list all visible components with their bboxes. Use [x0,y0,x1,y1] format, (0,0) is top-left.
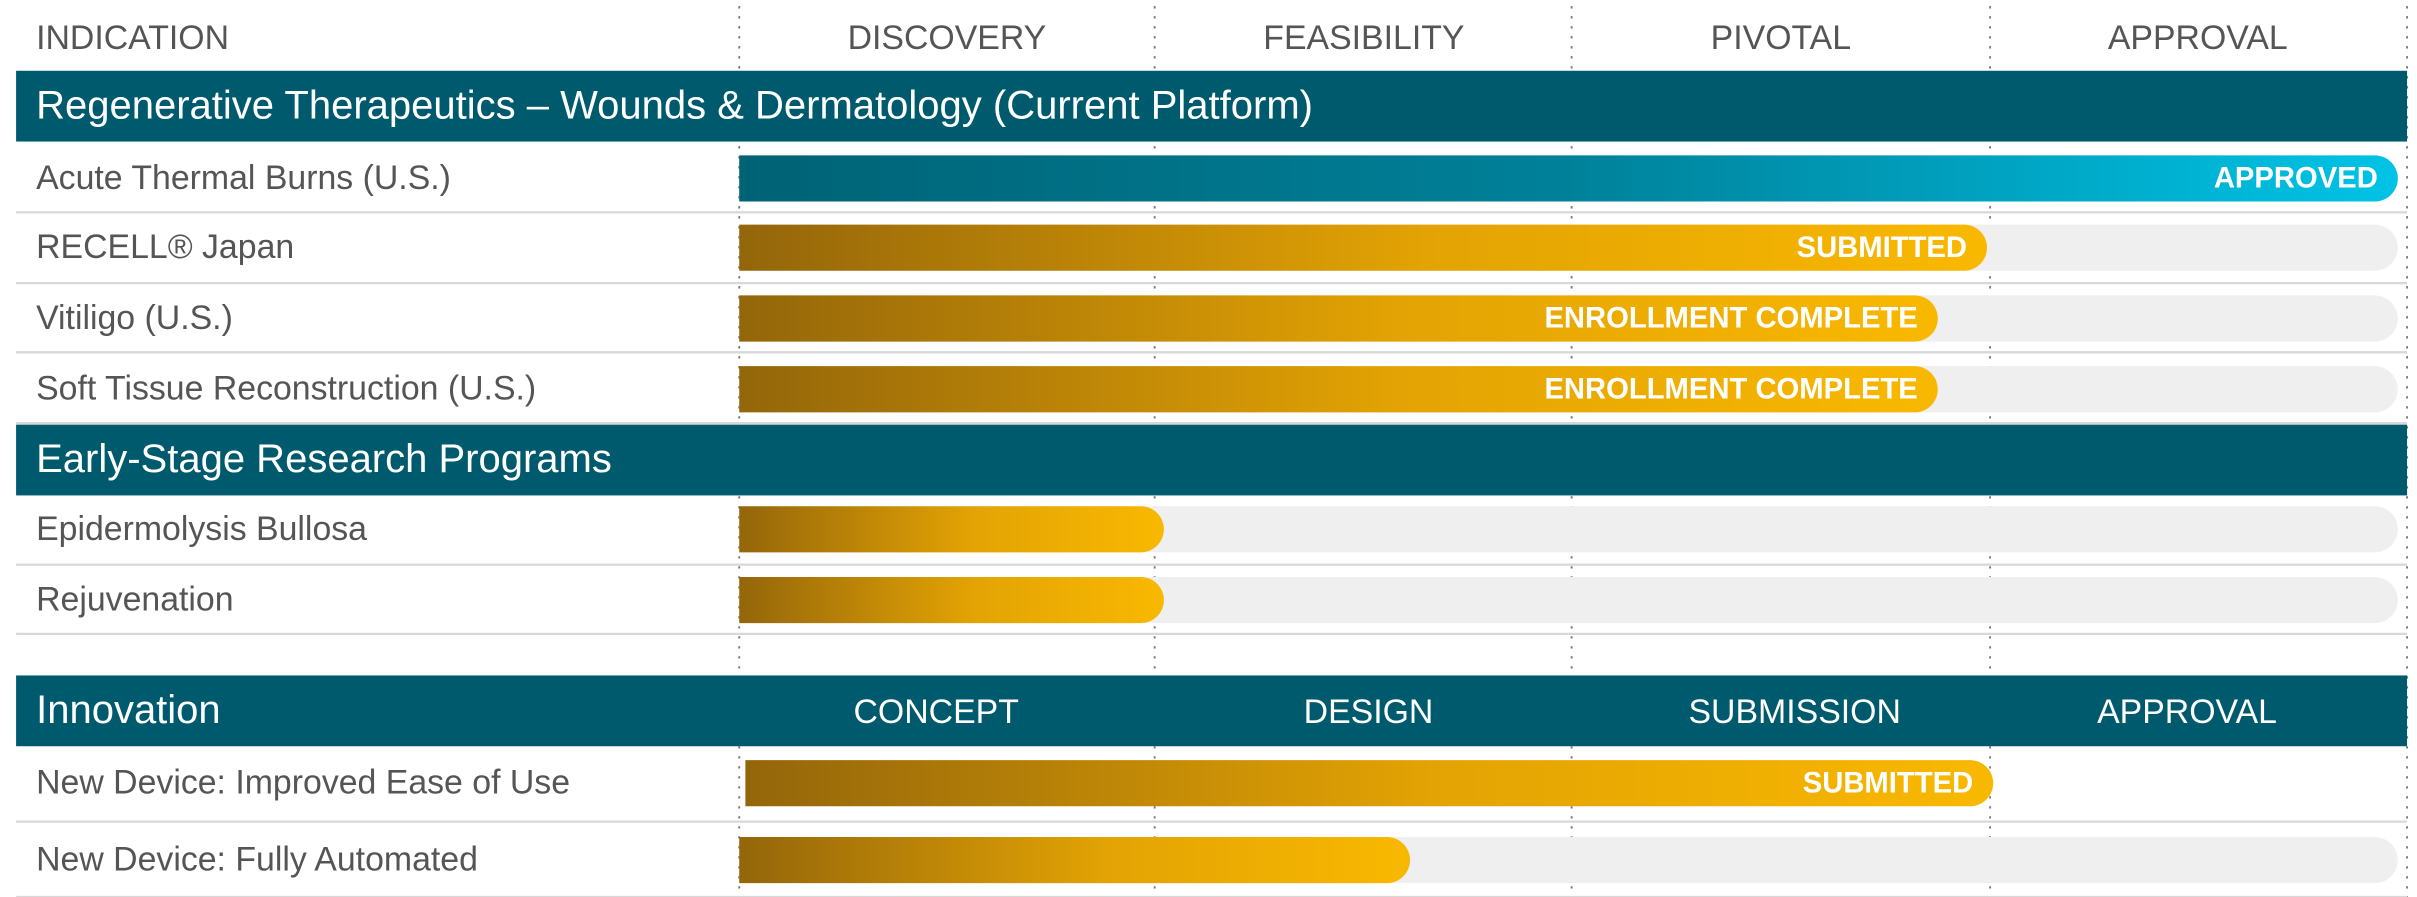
row-label: Rejuvenation [36,581,233,619]
row-label: Soft Tissue Reconstruction (U.S.) [36,370,536,408]
section-band [16,70,2408,142]
section-title: Early-Stage Research Programs [36,437,612,481]
section-band [16,675,2408,747]
stage-header: DESIGN [1304,693,1434,731]
status-label: SUBMITTED [1797,232,1967,264]
section-band [16,424,2408,496]
status-label: ENROLLMENT COMPLETE [1544,303,1917,335]
progress-bar [739,506,1164,553]
stage-header: CONCEPT [853,693,1018,731]
row-label: Epidermolysis Bullosa [36,510,367,548]
stage-header: DISCOVERY [848,19,1047,57]
stage-header: APPROVAL [2097,693,2277,731]
rows: DISCOVERY FEASIBILITY PIVOTAL APPROVAL Regen… [16,19,2408,897]
status-label: APPROVED [2214,163,2378,195]
stage-header: APPROVAL [2108,19,2288,57]
indication-header: INDICATION [36,19,229,57]
row-label: New Device: Improved Ease of Use [36,764,570,802]
section-title: Regenerative Therapeutics – Wounds & Der… [36,83,1313,127]
progress-bar [739,224,1988,271]
row-label: New Device: Fully Automated [36,841,478,879]
progress-bar [739,576,1164,624]
row-label: Acute Thermal Burns (U.S.) [36,159,451,197]
progress-bar [739,366,1938,413]
stage-header: PIVOTAL [1711,19,1851,57]
progress-bar [739,836,1411,884]
row-label: RECELL® Japan [36,228,294,266]
stage-header: SUBMISSION [1689,693,1901,731]
section-title: Innovation [36,688,221,732]
progress-bar [739,155,2398,202]
row-label: Vitiligo (U.S.) [36,299,233,337]
stage-header: FEASIBILITY [1263,19,1464,57]
status-label: ENROLLMENT COMPLETE [1544,374,1917,406]
progress-bar [739,295,1938,342]
status-label: SUBMITTED [1803,767,1973,799]
progress-bar [745,760,1994,807]
